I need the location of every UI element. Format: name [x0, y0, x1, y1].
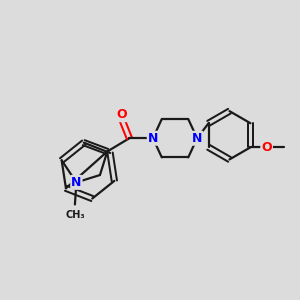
Text: O: O [261, 141, 272, 154]
Text: N: N [71, 176, 82, 189]
Text: CH₃: CH₃ [65, 210, 85, 220]
Text: O: O [117, 108, 127, 121]
Text: N: N [148, 132, 158, 145]
Text: N: N [192, 132, 202, 145]
